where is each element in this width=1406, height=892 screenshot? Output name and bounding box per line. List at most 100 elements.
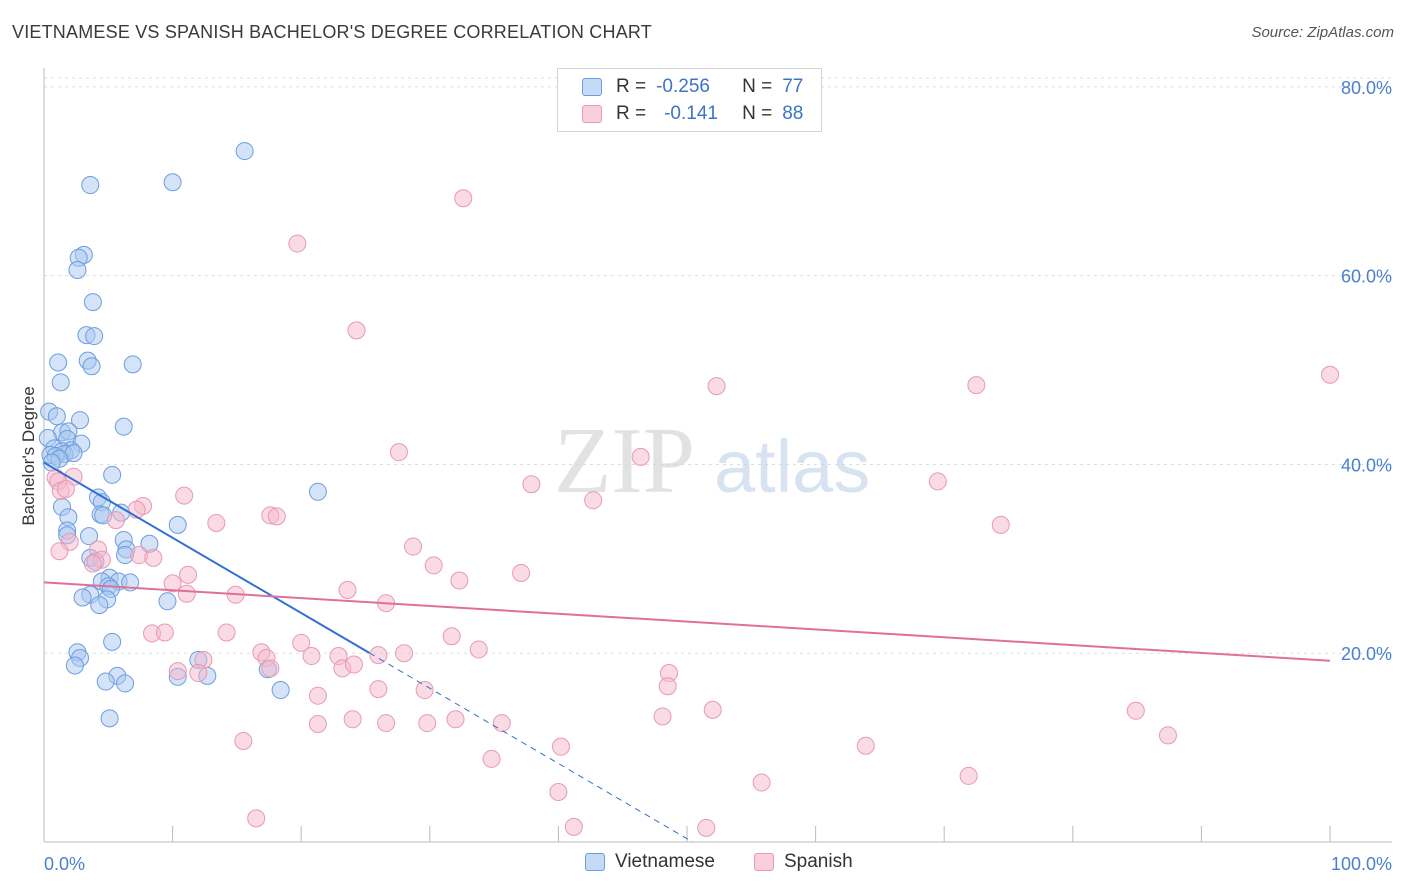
trend-lines [44, 463, 1330, 842]
spanish-point [704, 701, 721, 718]
vietnamese-point [82, 177, 99, 194]
spanish-point [268, 508, 285, 525]
x-tick-label-max: 100.0% [1331, 854, 1392, 874]
spanish-point [145, 549, 162, 566]
vietnamese-point [66, 657, 83, 674]
spanish-point [585, 492, 602, 509]
spanish-point [218, 624, 235, 641]
n-value: 88 [782, 103, 803, 125]
spanish-legend-label: Spanish [784, 851, 853, 873]
spanish-point [235, 733, 252, 750]
spanish-point [416, 682, 433, 699]
vietnamese-point [84, 294, 101, 311]
vietnamese-point [236, 143, 253, 160]
vietnamese-point [115, 418, 132, 435]
n-label: N = [742, 76, 772, 98]
vietnamese-point [124, 356, 141, 373]
vietnamese-point [91, 597, 108, 614]
spanish-point [513, 564, 530, 581]
y-tick-label: 60.0% [1341, 267, 1392, 287]
vietnamese-points [39, 143, 326, 727]
spanish-point [190, 665, 207, 682]
vietnamese-point [83, 358, 100, 375]
spanish-point [345, 656, 362, 673]
spanish-point [303, 648, 320, 665]
spanish-point [708, 378, 725, 395]
spanish-point [857, 737, 874, 754]
spanish-point [176, 487, 193, 504]
spanish-point [108, 512, 125, 529]
r-value: -0.141 [664, 103, 736, 125]
spanish-point [289, 235, 306, 252]
spanish-point [309, 687, 326, 704]
spanish-point [419, 715, 436, 732]
vietnamese-legend-label: Vietnamese [615, 851, 715, 873]
spanish-swatch [582, 105, 602, 123]
n-label: N = [742, 103, 772, 125]
vietnamese-point [50, 354, 67, 371]
spanish-point [339, 581, 356, 598]
scatter-chart: ZIP atlas 20.0%40.0%60.0%80.0%0.0% 100.0%… [0, 0, 1406, 892]
spanish-point [390, 444, 407, 461]
r-label: R = [616, 103, 646, 125]
spanish-point [1127, 702, 1144, 719]
spanish-point [451, 572, 468, 589]
legend-row-vietnamese: R = -0.256 N = 77 [558, 73, 803, 101]
vietnamese-trend-extension [369, 653, 692, 842]
spanish-point [493, 715, 510, 732]
vietnamese-point [117, 675, 134, 692]
spanish-point [552, 738, 569, 755]
spanish-point [654, 708, 671, 725]
vietnamese-point [101, 710, 118, 727]
spanish-point [344, 711, 361, 728]
spanish-point [370, 681, 387, 698]
spanish-point [84, 555, 101, 572]
spanish-point [470, 641, 487, 658]
y-tick-label: 40.0% [1341, 455, 1392, 475]
watermark-zip: ZIP [554, 409, 695, 513]
spanish-point [632, 448, 649, 465]
spanish-trend-line [44, 582, 1330, 660]
spanish-point [960, 767, 977, 784]
spanish-point [405, 538, 422, 555]
spanish-points [47, 190, 1338, 837]
vietnamese-point [159, 593, 176, 610]
spanish-point [208, 514, 225, 531]
spanish-point [992, 516, 1009, 533]
vietnamese-point [164, 174, 181, 191]
y-tick-label: 20.0% [1341, 644, 1392, 664]
y-axis-label: Bachelor's Degree [19, 386, 38, 525]
correlation-legend: R = -0.256 N = 77 R = -0.141 N = 88 [557, 68, 822, 132]
vietnamese-swatch [582, 78, 602, 96]
r-label: R = [616, 76, 646, 98]
spanish-point [447, 711, 464, 728]
spanish-point [262, 660, 279, 677]
spanish-point [659, 678, 676, 695]
vietnamese-point [86, 328, 103, 345]
legend-row-spanish: R = -0.141 N = 88 [558, 100, 803, 128]
spanish-point [378, 715, 395, 732]
spanish-point [753, 774, 770, 791]
spanish-point [1322, 366, 1339, 383]
y-tick-label: 80.0% [1341, 78, 1392, 98]
vietnamese-point [309, 483, 326, 500]
vietnamese-point [169, 516, 186, 533]
spanish-legend-swatch [754, 853, 774, 871]
spanish-point [248, 810, 265, 827]
vietnamese-legend-swatch [585, 853, 605, 871]
spanish-point [565, 818, 582, 835]
vietnamese-point [104, 633, 121, 650]
vietnamese-point [69, 261, 86, 278]
spanish-point [968, 377, 985, 394]
legend-item-spanish: Spanish [754, 851, 853, 873]
r-value: -0.256 [656, 76, 736, 98]
spanish-point [1159, 727, 1176, 744]
vietnamese-point [97, 673, 114, 690]
watermark-atlas: atlas [714, 425, 870, 508]
spanish-point [443, 628, 460, 645]
vietnamese-point [48, 408, 65, 425]
spanish-point [523, 476, 540, 493]
spanish-point [180, 566, 197, 583]
n-value: 77 [782, 76, 803, 98]
vietnamese-point [104, 466, 121, 483]
